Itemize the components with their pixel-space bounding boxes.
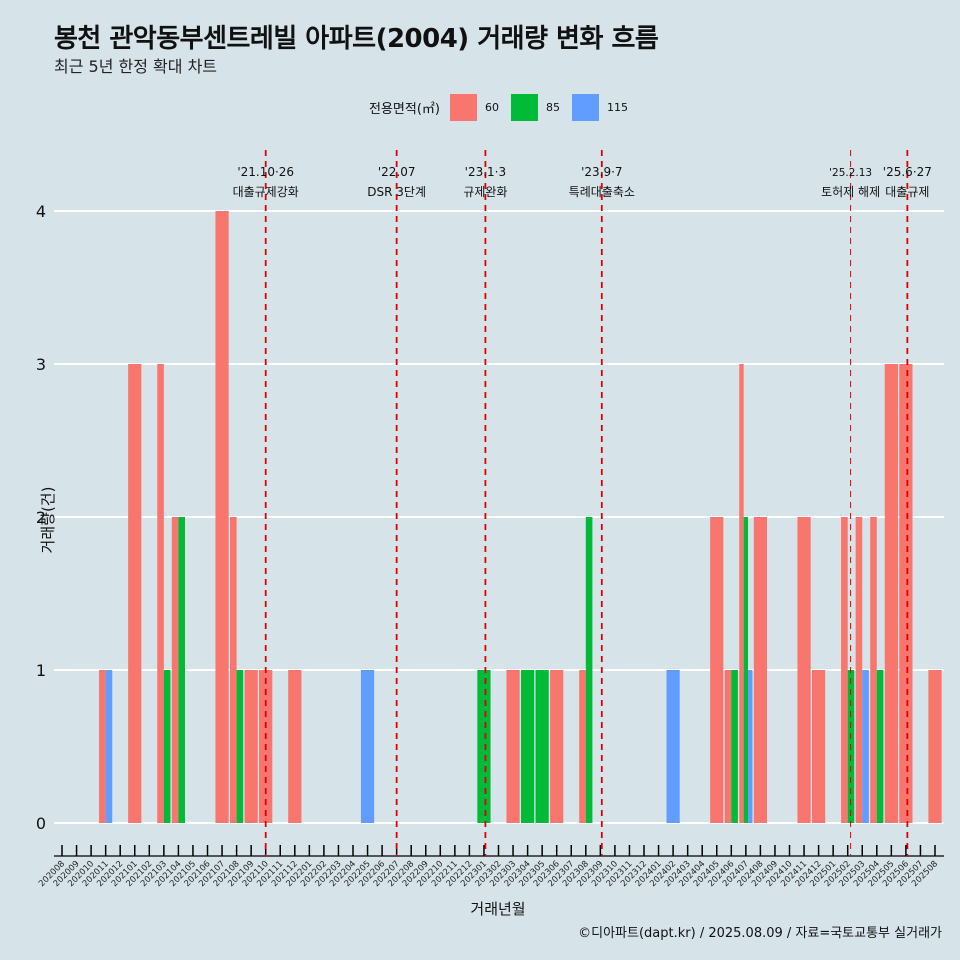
- bar-202508-60: [928, 670, 942, 823]
- legend-swatch-115: [571, 93, 599, 121]
- bar-202402-115: [666, 670, 680, 823]
- bar-202011-115: [105, 670, 113, 823]
- bar-202407-115: [748, 670, 753, 823]
- y-tick-label: 4: [36, 202, 46, 221]
- annotation-label: 특례대출축소: [569, 185, 635, 199]
- legend-item-115: 115: [571, 93, 628, 121]
- chart-subtitle: 최근 5년 한정 확대 차트: [54, 57, 218, 76]
- legend-item-60: 60: [449, 93, 499, 121]
- bar-202103-60: [157, 364, 164, 823]
- bar-202504-60: [870, 517, 877, 823]
- bar-202303-60: [506, 670, 520, 823]
- bar-202407-85: [743, 517, 749, 823]
- bar-202504-85: [876, 670, 884, 823]
- bar-202304-85: [521, 670, 535, 823]
- annotation-date: '23.9·7: [581, 165, 622, 179]
- bar-202205-115: [360, 670, 375, 823]
- legend-label-115: 115: [606, 100, 628, 114]
- bar-202407-60: [739, 364, 744, 823]
- bar-202411-60: [797, 517, 811, 823]
- legend-item-85: 85: [510, 93, 560, 121]
- bar-202112-60: [288, 670, 302, 823]
- bar-202306-60: [550, 670, 564, 823]
- legend: 전용면적(㎡) 60 85 115: [369, 93, 640, 121]
- bar-202503-60: [855, 517, 863, 823]
- bar-202408-60: [753, 517, 767, 823]
- bar-202506-60: [899, 364, 913, 823]
- bar-202301-85: [477, 670, 491, 823]
- bar-202412-60: [812, 670, 826, 823]
- annotation-date: '25.2.13: [829, 167, 872, 179]
- annotation-date: '21.10·26: [237, 165, 294, 179]
- bar-202101-60: [128, 364, 142, 823]
- bar-202107-60: [215, 211, 229, 823]
- annotation-label: 대출규제강화: [233, 185, 299, 199]
- legend-swatch-85: [510, 93, 538, 121]
- bar-202406-85: [731, 670, 738, 823]
- bar-202503-115: [862, 670, 869, 823]
- bar-202502-60: [841, 517, 848, 823]
- bar-202308-60: [579, 670, 586, 823]
- y-tick-label: 2: [36, 508, 46, 527]
- x-axis-label: 거래년월: [470, 900, 526, 918]
- y-tick-label: 1: [36, 661, 46, 680]
- bar-202305-85: [535, 670, 549, 823]
- bar-202103-85: [163, 670, 171, 823]
- bar-202104-85: [178, 517, 185, 823]
- bar-202108-85: [236, 670, 244, 823]
- bar-202505-60: [884, 364, 898, 823]
- annotation-label: DSR 3단계: [367, 185, 426, 199]
- chart-title: 봉천 관악동부센트레빌 아파트(2004) 거래량 변화 흐름: [54, 24, 659, 54]
- annotation-label: 규제완화: [463, 185, 507, 199]
- legend-title: 전용면적(㎡): [369, 101, 440, 117]
- bar-202405-60: [710, 517, 724, 823]
- annotation-label: 대출규제: [885, 185, 929, 199]
- y-tick-label: 3: [36, 355, 46, 374]
- annotation-date: '23.1·3: [465, 165, 506, 179]
- annotation-label: 토허제 해제: [821, 185, 880, 199]
- source-caption: ©디아파트(dapt.kr) / 2025.08.09 / 자료=국토교통부 실…: [578, 926, 942, 941]
- bar-202406-60: [724, 670, 732, 823]
- bar-202308-85: [585, 517, 593, 823]
- legend-label-60: 60: [484, 100, 499, 114]
- bar-202011-60: [99, 670, 106, 823]
- legend-label-85: 85: [545, 100, 560, 114]
- legend-swatch-60: [449, 93, 477, 121]
- y-axis-label: 거래량(건): [38, 486, 57, 554]
- annotation-date: '25.6·27: [883, 165, 932, 179]
- bar-202108-60: [230, 517, 237, 823]
- bar-202109-60: [244, 670, 258, 823]
- y-tick-label: 0: [36, 814, 46, 833]
- annotation-date: '22.07: [378, 165, 416, 179]
- bar-202104-60: [171, 517, 179, 823]
